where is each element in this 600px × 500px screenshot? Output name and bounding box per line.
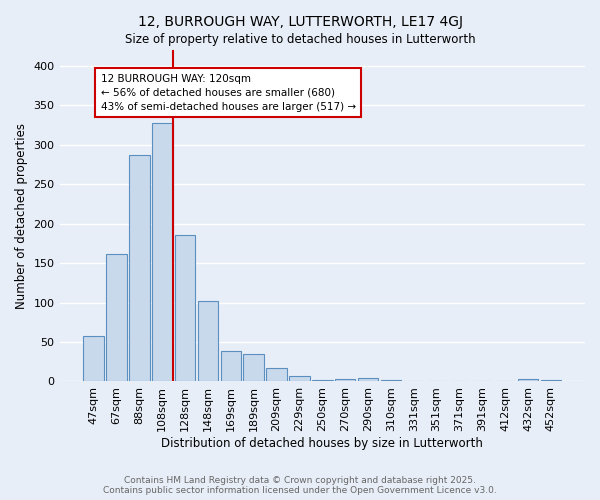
Bar (175, 236, 196, 382)
Bar (83, 336, 104, 382)
Text: 12 BURROUGH WAY: 120sqm
← 56% of detached houses are smaller (680)
43% of semi-d: 12 BURROUGH WAY: 120sqm ← 56% of detache… (101, 74, 356, 112)
Bar (403, 380, 424, 382)
Bar (289, 376, 310, 382)
Bar (472, 380, 493, 382)
Bar (495, 380, 515, 382)
Bar (152, 124, 173, 382)
Bar (106, 254, 127, 382)
Bar (266, 368, 287, 382)
Text: Contains HM Land Registry data © Crown copyright and database right 2025.
Contai: Contains HM Land Registry data © Crown c… (103, 476, 497, 495)
Bar (129, 155, 150, 382)
Bar (335, 379, 355, 382)
Bar (541, 380, 561, 382)
Bar (426, 380, 447, 382)
Bar (312, 380, 332, 382)
Bar (518, 379, 538, 382)
Text: 12, BURROUGH WAY, LUTTERWORTH, LE17 4GJ: 12, BURROUGH WAY, LUTTERWORTH, LE17 4GJ (137, 15, 463, 29)
Bar (221, 352, 241, 382)
Text: Size of property relative to detached houses in Lutterworth: Size of property relative to detached ho… (125, 32, 475, 46)
Y-axis label: Number of detached properties: Number of detached properties (15, 122, 28, 308)
Bar (380, 380, 401, 382)
Bar (198, 301, 218, 382)
Bar (449, 380, 470, 382)
X-axis label: Distribution of detached houses by size in Lutterworth: Distribution of detached houses by size … (161, 437, 483, 450)
Bar (244, 354, 264, 382)
Bar (358, 378, 378, 382)
